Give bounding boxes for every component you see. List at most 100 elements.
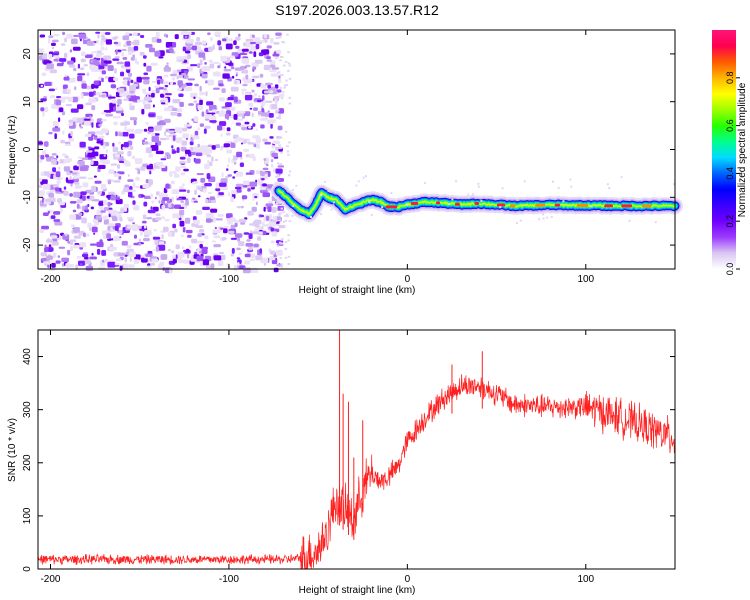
noise-speckle <box>149 182 152 187</box>
noise-speckle <box>48 88 55 92</box>
noise-speckle <box>233 114 238 120</box>
noise-speckle <box>110 163 118 166</box>
noise-speckle <box>286 145 289 148</box>
noise-speckle <box>112 142 115 147</box>
noise-speckle <box>134 158 143 163</box>
spectrogram-y-axis: 20 10 0 -10 -20 <box>22 48 675 252</box>
noise-speckle <box>198 96 202 100</box>
noise-speckle <box>175 108 183 112</box>
noise-speckle <box>287 263 291 265</box>
noise-speckle <box>101 128 109 134</box>
noise-speckle <box>193 96 196 99</box>
noise-speckle <box>143 137 148 140</box>
noise-speckle <box>142 220 147 224</box>
noise-speckle <box>143 195 152 199</box>
noise-speckle <box>79 242 87 248</box>
noise-speckle <box>235 45 240 49</box>
noise-speckle <box>280 263 284 266</box>
track-speck <box>673 183 676 186</box>
noise-speckle <box>136 99 143 103</box>
noise-speckle <box>278 78 282 84</box>
noise-speckle <box>177 80 183 86</box>
noise-speckle <box>211 156 214 162</box>
noise-speckle <box>146 265 152 268</box>
noise-speckle <box>210 208 218 213</box>
noise-speckle <box>237 110 246 114</box>
noise-speckle <box>98 123 102 127</box>
snr-y-tick-label: 400 <box>22 348 33 365</box>
noise-speckle <box>189 141 194 146</box>
track-speck <box>477 185 480 188</box>
noise-speckle <box>139 228 145 231</box>
noise-speckle <box>270 227 275 232</box>
noise-speckle <box>88 98 96 103</box>
noise-speckle <box>200 177 206 183</box>
noise-speckle <box>262 192 270 198</box>
noise-speckle <box>253 51 257 58</box>
noise-speckle <box>241 48 249 52</box>
noise-speckle <box>177 112 182 117</box>
noise-speckle <box>279 163 283 166</box>
noise-speckle <box>284 130 288 133</box>
track-speck <box>357 180 360 183</box>
noise-speckle <box>202 66 211 72</box>
noise-speckle <box>127 70 130 74</box>
colorbar: 0.0 0.2 0.4 0.6 0.8 Normalized spectral ampl… <box>712 30 748 275</box>
noise-speckle <box>193 100 198 104</box>
noise-speckle <box>128 102 133 107</box>
noise-speckle <box>90 206 94 210</box>
noise-speckle <box>247 142 255 145</box>
track-speck <box>552 180 554 183</box>
noise-speckle <box>83 232 86 238</box>
noise-speckle <box>254 59 263 64</box>
noise-speckle <box>123 142 129 148</box>
noise-speckle <box>252 198 255 201</box>
noise-speckle <box>142 184 150 189</box>
noise-speckle <box>133 46 139 51</box>
noise-speckle <box>51 241 59 246</box>
noise-speckle <box>233 139 238 144</box>
track-speck <box>368 200 371 203</box>
noise-speckle <box>101 119 107 122</box>
noise-speckle <box>161 205 165 210</box>
noise-speckle <box>180 146 187 152</box>
noise-speckle <box>181 72 187 76</box>
noise-speckle <box>281 91 285 94</box>
track-peak <box>621 204 633 208</box>
noise-speckle <box>185 50 191 54</box>
noise-speckle <box>129 133 135 139</box>
noise-speckle <box>44 244 47 248</box>
noise-speckle <box>222 237 227 241</box>
noise-speckle <box>190 64 198 67</box>
noise-speckle <box>108 179 111 184</box>
noise-speckle <box>251 206 257 212</box>
snr-x-tick-label: -200 <box>40 574 60 585</box>
noise-speckle <box>277 175 281 178</box>
noise-speckle <box>230 142 236 148</box>
noise-speckle <box>277 116 280 119</box>
noise-speckle <box>51 262 56 268</box>
noise-speckle <box>127 264 135 268</box>
noise-speckle <box>165 34 169 38</box>
noise-speckle <box>126 94 131 99</box>
track-speck <box>370 214 373 216</box>
spectrogram-y-tick-label: 10 <box>22 96 33 108</box>
noise-speckle <box>48 35 54 39</box>
noise-speckle <box>166 200 172 204</box>
noise-speckle <box>166 62 169 65</box>
noise-speckle <box>253 243 259 248</box>
noise-speckle <box>95 131 103 135</box>
noise-speckle <box>170 81 174 85</box>
noise-speckle <box>47 38 51 44</box>
noise-speckle <box>236 257 241 260</box>
noise-speckle <box>119 217 123 222</box>
noise-speckle <box>182 127 188 132</box>
colorbar-gradient <box>712 30 736 269</box>
track-speck <box>286 214 289 216</box>
noise-speckle <box>123 187 130 193</box>
noise-speckle <box>53 54 60 58</box>
track-speck <box>606 183 609 186</box>
noise-speckle <box>196 255 204 262</box>
track-speck <box>499 206 502 209</box>
track-peak <box>474 202 480 205</box>
